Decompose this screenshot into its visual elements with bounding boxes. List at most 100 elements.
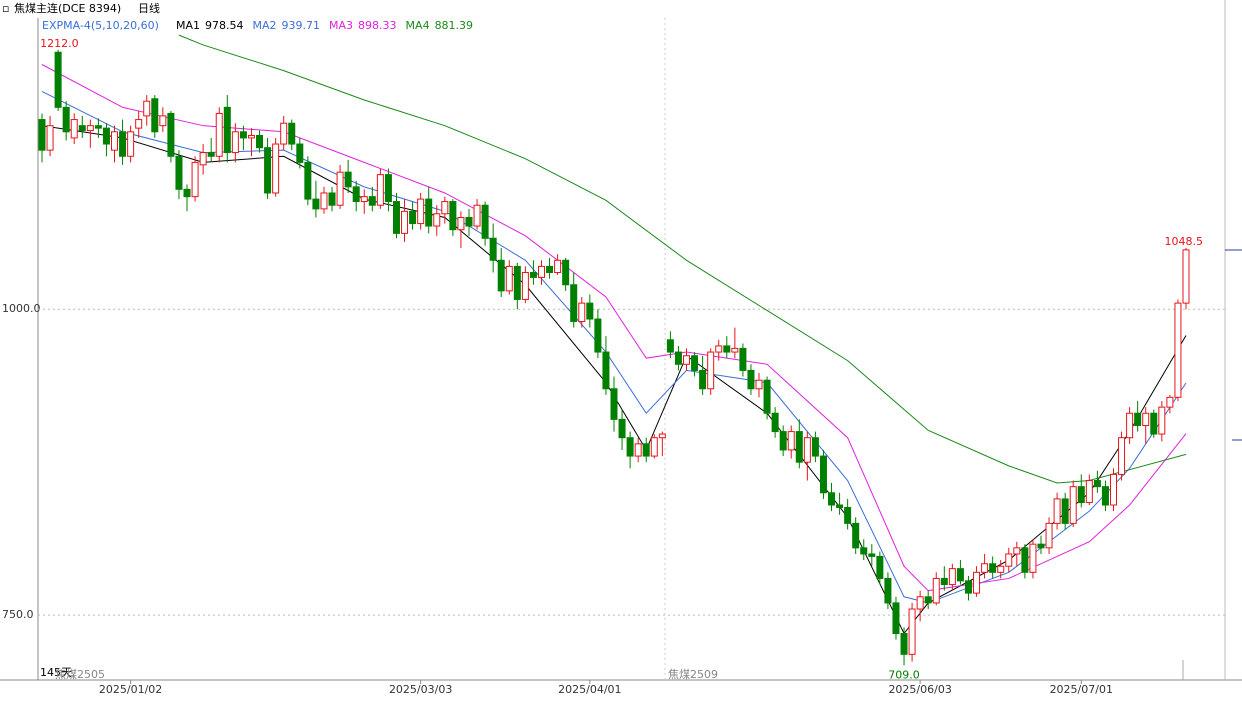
days-label: 145天 xyxy=(40,666,72,679)
candle-body xyxy=(62,106,70,133)
candle-body xyxy=(127,131,135,157)
candle-body xyxy=(457,216,465,231)
x-tick-label: 2025/06/03 xyxy=(888,683,951,696)
candle-body xyxy=(94,125,102,129)
candle-body xyxy=(167,112,175,157)
legend-value: 881.39 xyxy=(435,19,474,32)
period[interactable]: 日线 xyxy=(138,1,160,15)
candle-body xyxy=(537,265,545,278)
contract-label: 焦煤2509 xyxy=(668,668,718,681)
candle-body xyxy=(199,152,207,166)
candle-body xyxy=(191,161,199,198)
candle-body xyxy=(1045,522,1053,549)
candle-body xyxy=(803,437,811,463)
candle-body xyxy=(1053,498,1061,524)
candle-body xyxy=(1182,249,1190,304)
candle-body xyxy=(844,506,852,524)
candle-body xyxy=(763,379,771,414)
candle-body xyxy=(336,171,344,206)
candle-body xyxy=(320,192,328,210)
candle-body xyxy=(586,302,594,320)
candle-body xyxy=(441,201,449,215)
candle-body xyxy=(1109,473,1117,506)
candle-body xyxy=(38,119,46,151)
y-tick-label: 750.0 xyxy=(2,608,34,621)
candle-body xyxy=(175,155,183,190)
indicator[interactable]: EXPMA-4(5,10,20,60) xyxy=(42,19,159,32)
candle-body xyxy=(747,369,755,390)
candle-body xyxy=(618,418,626,439)
candle-body xyxy=(135,119,143,129)
candle-body xyxy=(360,196,368,203)
candle-body xyxy=(78,125,86,132)
candle-body xyxy=(876,555,884,579)
candle-body xyxy=(1005,553,1013,567)
candle-body xyxy=(554,259,562,274)
candle-body xyxy=(1085,480,1093,504)
x-tick-label: 2025/07/01 xyxy=(1050,683,1113,696)
candle-body xyxy=(650,437,658,457)
candle-body xyxy=(151,98,159,133)
last-label: 1048.5 xyxy=(1165,235,1204,248)
candle-body xyxy=(304,161,312,200)
candle-body xyxy=(973,571,981,594)
candle-body xyxy=(1134,412,1142,426)
menu-icon[interactable]: ▫ xyxy=(2,2,9,15)
candle-body xyxy=(223,106,231,154)
candle-body xyxy=(602,351,610,390)
candle-body xyxy=(570,284,578,322)
candle-body xyxy=(521,272,529,300)
candle-body xyxy=(674,351,682,365)
candle-body xyxy=(900,633,908,655)
candle-body xyxy=(610,388,618,420)
candle-body xyxy=(981,563,989,573)
candle-body xyxy=(989,563,997,573)
candle-body xyxy=(288,122,296,145)
candle-body xyxy=(433,213,441,227)
ma-line xyxy=(178,34,1187,484)
candle-body xyxy=(392,201,400,234)
candle-body xyxy=(811,437,819,457)
candle-body xyxy=(280,122,288,145)
candle-body xyxy=(860,547,868,555)
candle-body xyxy=(707,351,715,390)
legend-name: MA4 xyxy=(406,19,430,32)
symbol-title[interactable]: 焦煤主连(DCE 8394) xyxy=(14,2,121,15)
candle-body xyxy=(771,412,779,433)
candle-body xyxy=(956,568,964,582)
candle-body xyxy=(401,210,409,234)
candle-body xyxy=(1158,406,1166,435)
candle-body xyxy=(473,204,481,227)
legend-name: MA2 xyxy=(253,19,277,32)
candle-body xyxy=(715,345,723,353)
legend-value: 898.33 xyxy=(358,19,397,32)
candle-body xyxy=(868,553,876,557)
candle-body xyxy=(1069,486,1077,524)
candle-body xyxy=(739,347,747,371)
candle-body xyxy=(1101,486,1109,506)
candle-body xyxy=(1077,486,1085,504)
candle-body xyxy=(425,198,433,227)
candle-body xyxy=(964,580,972,594)
candle-body xyxy=(562,259,570,286)
candle-body xyxy=(997,565,1005,573)
candle-body xyxy=(1037,543,1045,549)
candle-body xyxy=(578,302,586,322)
candle-body xyxy=(465,216,473,227)
candle-body xyxy=(207,152,215,157)
candle-body xyxy=(119,131,127,157)
candle-body xyxy=(658,433,666,439)
candle-body xyxy=(384,174,392,203)
low-label: 709.0 xyxy=(888,668,920,681)
candle-body xyxy=(272,143,280,194)
candle-body xyxy=(699,369,707,390)
x-tick-label: 2025/03/03 xyxy=(389,683,452,696)
candle-body xyxy=(787,431,795,451)
candle-body xyxy=(1150,412,1158,435)
candle-body xyxy=(932,577,940,604)
candle-body xyxy=(908,608,916,655)
legend-value: 978.54 xyxy=(205,19,244,32)
candle-body xyxy=(884,577,892,604)
candle-body xyxy=(111,131,119,151)
candle-body xyxy=(795,431,803,463)
